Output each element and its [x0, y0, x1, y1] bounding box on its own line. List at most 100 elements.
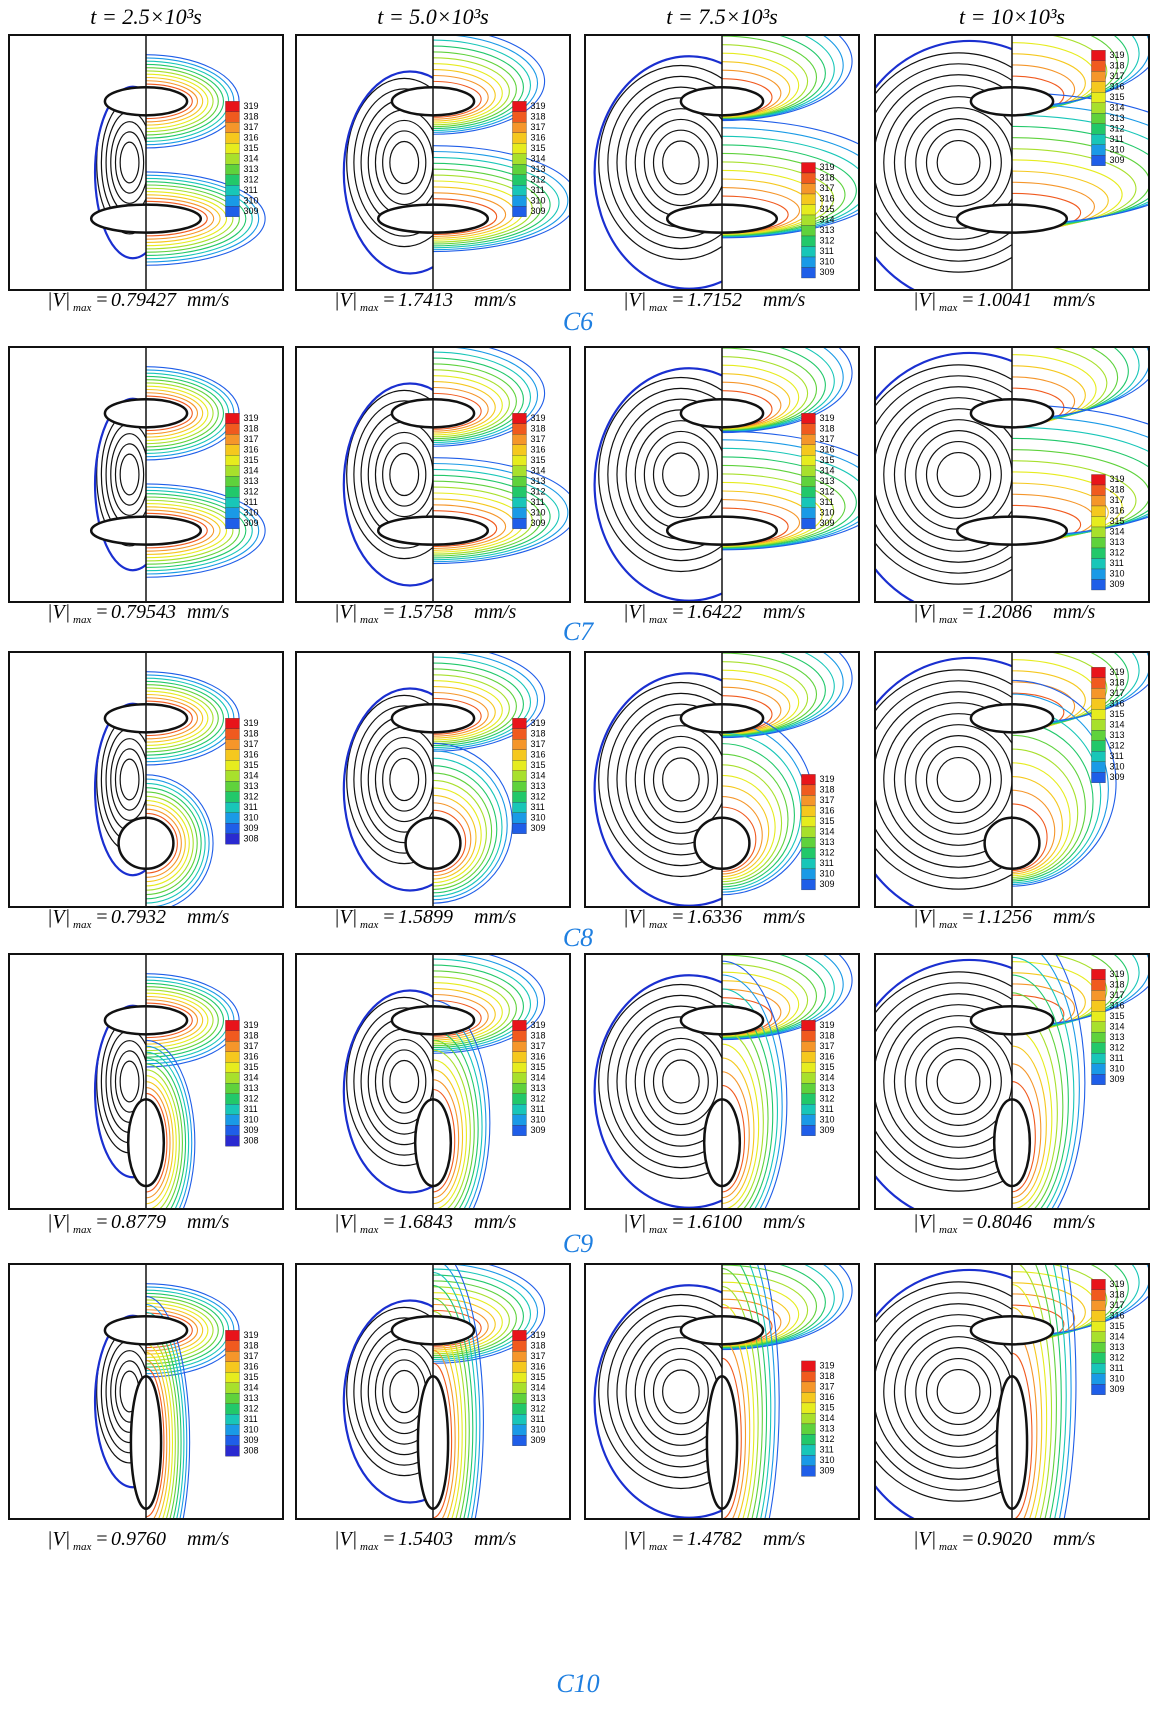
colorbar-label: 319 — [819, 1020, 834, 1030]
colorbar-label: 314 — [1109, 1331, 1124, 1341]
colorbar-cell — [801, 1031, 815, 1042]
vmax-value: 0.9760 — [111, 1528, 166, 1550]
colorbar-label: 318 — [819, 785, 834, 795]
colorbar-cell — [801, 424, 815, 435]
vmax-equals: = — [382, 906, 396, 928]
streamline — [927, 442, 991, 508]
colorbar-label: 315 — [530, 1062, 545, 1072]
colorbar-label: 311 — [1109, 558, 1123, 568]
colorbar-label: 309 — [819, 1466, 834, 1476]
streamline — [663, 141, 700, 184]
vmax-equals: = — [671, 1528, 685, 1550]
streamline — [937, 758, 980, 802]
colorbar-cell — [801, 268, 815, 279]
colorbar-label: 314 — [530, 1382, 545, 1392]
colorbar-cell — [512, 1414, 526, 1425]
colorbar-cell — [801, 215, 815, 226]
vmax-symbol: |V| — [913, 601, 936, 623]
panel: 319318317316315314313312311310309 — [846, 593, 1156, 921]
colorbar-label: 315 — [530, 1372, 545, 1382]
colorbar-label: 311 — [819, 497, 833, 507]
colorbar-label: 319 — [243, 101, 258, 111]
colorbar-label: 312 — [1109, 548, 1124, 558]
panel: 319318317316315314313312311310309308 — [9, 652, 283, 912]
colorbar-label: 319 — [243, 1330, 258, 1340]
colorbar-cell — [1091, 1053, 1105, 1064]
colorbar-cell — [1091, 720, 1105, 731]
colorbar-cell — [801, 1382, 815, 1393]
colorbar-cell — [801, 816, 815, 827]
colorbar-label: 311 — [243, 802, 257, 812]
colorbar-label: 312 — [243, 486, 258, 496]
colorbar-label: 314 — [243, 770, 258, 780]
streamline — [905, 725, 1012, 835]
vmax-symbol: |V| — [47, 601, 70, 623]
vmax-symbol: |V| — [334, 601, 357, 623]
colorbar-label: 313 — [1109, 537, 1124, 547]
colorbar-cell — [1091, 155, 1105, 166]
colorbar-label: 316 — [243, 1361, 258, 1371]
colorbar-label: 315 — [530, 143, 545, 153]
streamlines — [595, 1285, 784, 1518]
vmax-subscript: max — [939, 919, 957, 931]
colorbar-label: 319 — [530, 101, 545, 111]
colorbar-cell — [225, 1351, 239, 1362]
colorbar-label: 315 — [1109, 709, 1124, 719]
vmax-value: 1.5758 — [398, 601, 453, 623]
colorbar-label: 318 — [1109, 1289, 1124, 1299]
row-label: C9 — [563, 1229, 593, 1258]
colorbar-cell — [1091, 688, 1105, 699]
streamlines — [846, 960, 1092, 1223]
colorbar-cell — [1091, 678, 1105, 689]
vmax-symbol: |V| — [47, 289, 70, 311]
colorbar-label: 309 — [819, 1125, 834, 1135]
streamline — [375, 432, 433, 516]
colorbar-label: 312 — [1109, 1352, 1124, 1362]
colorbar-cell — [1091, 569, 1105, 580]
vmax-subscript: max — [649, 919, 667, 931]
streamline — [635, 109, 726, 217]
colorbar-label: 313 — [243, 1393, 258, 1403]
vmax-value: 1.6422 — [687, 601, 742, 623]
vmax-symbol: |V| — [334, 289, 357, 311]
flow-boundary — [595, 1285, 784, 1518]
colorbar-cell — [801, 869, 815, 880]
colorbar-cell — [801, 508, 815, 519]
streamlines — [846, 353, 1092, 616]
colorbar-cell — [1091, 1290, 1105, 1301]
panel: 319318317316315314313312311310309 — [296, 947, 570, 1244]
colorbar-cell — [1091, 475, 1105, 486]
vmax-unit: mm/s — [1053, 906, 1095, 928]
colorbar-label: 314 — [1109, 719, 1124, 729]
panel: 319318317316315314313312311310309 — [9, 35, 283, 290]
colorbar-cell — [512, 1020, 526, 1031]
colorbar-label: 312 — [530, 791, 545, 801]
colorbar-cell — [225, 1041, 239, 1052]
colorbar-cell — [225, 434, 239, 445]
streamline — [368, 422, 440, 527]
colorbar-label: 309 — [530, 1125, 545, 1135]
colorbar-label: 313 — [1109, 730, 1124, 740]
colorbar-label: 317 — [819, 434, 834, 444]
colorbar-cell — [225, 781, 239, 792]
vmax-equals: = — [671, 1211, 685, 1233]
colorbar-cell — [512, 1062, 526, 1073]
vmax-subscript: max — [939, 302, 957, 314]
colorbar-cell — [1091, 124, 1105, 135]
colorbar-label: 317 — [243, 434, 258, 444]
vmax-value: 1.1256 — [977, 906, 1032, 928]
colorbar-label: 317 — [243, 1041, 258, 1051]
colorbar-label: 308 — [243, 1445, 258, 1455]
colorbar-cell — [801, 1083, 815, 1094]
streamlines — [846, 658, 1092, 921]
colorbar-cell — [512, 175, 526, 186]
colorbar-cell — [1091, 580, 1105, 591]
colorbar-label: 311 — [530, 497, 544, 507]
colorbar-cell — [801, 226, 815, 237]
colorbar-label: 316 — [243, 444, 258, 454]
colorbar-label: 314 — [819, 1072, 834, 1082]
colorbar-cell — [801, 774, 815, 785]
colorbar-label: 311 — [1109, 1053, 1123, 1063]
streamline — [937, 1370, 980, 1414]
streamline — [916, 736, 1001, 824]
